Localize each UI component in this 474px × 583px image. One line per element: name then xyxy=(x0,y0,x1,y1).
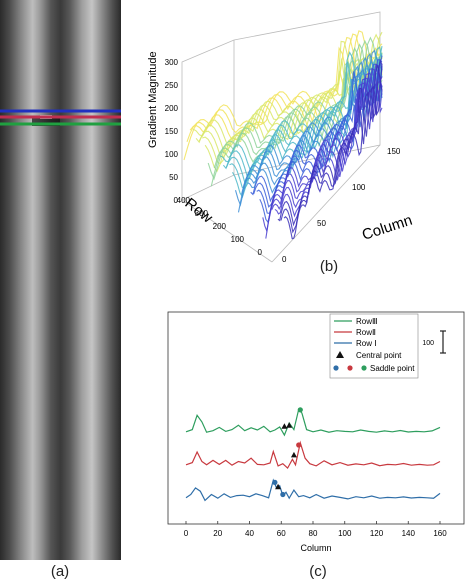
saddle-point xyxy=(280,491,286,498)
x-tick-label: 140 xyxy=(402,529,416,538)
panel-a-image xyxy=(0,0,121,560)
surface-band xyxy=(220,51,383,171)
x-tick-label: 120 xyxy=(370,529,384,538)
z-tick-label: 50 xyxy=(169,173,178,182)
surface-band xyxy=(271,77,383,210)
column-tick-label: 0 xyxy=(282,255,287,264)
line-chart: 0 20 40 60 80 100 120 140 160 Column 100 RowⅢ Ro… xyxy=(167,311,465,553)
saddle-points xyxy=(272,407,303,498)
column-tick-label: 50 xyxy=(317,219,326,228)
surface-band xyxy=(265,67,383,239)
surface-band xyxy=(186,33,383,142)
scale-bar-label: 100 xyxy=(422,340,434,347)
x-tick-label: 80 xyxy=(309,529,318,538)
column-tick-label: 100 xyxy=(352,183,366,192)
legend-row2-label: RowⅡ xyxy=(356,328,376,337)
saddle-point xyxy=(296,442,302,448)
x-tick-label: 20 xyxy=(213,529,222,538)
caption-a: (a) xyxy=(50,563,70,580)
x-tick-label: 40 xyxy=(245,529,254,538)
row-tick-label: 400 xyxy=(177,196,191,205)
central-points xyxy=(275,422,297,490)
legend-central-label: Central point xyxy=(356,351,402,360)
z-tick-label: 200 xyxy=(165,104,179,113)
saddle-point xyxy=(297,407,303,413)
x-axis-ticks: 0 20 40 60 80 100 120 140 160 xyxy=(184,521,447,538)
column-axis-label: Column xyxy=(360,212,414,244)
plot-area xyxy=(167,311,465,525)
legend: RowⅢ RowⅡ Row Ⅰ Central point Saddle poi… xyxy=(329,313,419,379)
surface-band xyxy=(247,65,383,194)
panel-a xyxy=(0,0,121,560)
z-tick-label: 100 xyxy=(165,150,179,159)
column-axis-ticks: 0 50 100 150 xyxy=(282,147,401,264)
row-tick-label: 300 xyxy=(195,209,209,218)
x-tick-label: 0 xyxy=(184,529,189,538)
central-point xyxy=(275,483,282,490)
row-tick-label: 100 xyxy=(231,235,245,244)
column-tick-label: 150 xyxy=(387,147,401,156)
surface-band xyxy=(250,55,383,203)
legend-saddle-red xyxy=(347,365,353,371)
defect-mark xyxy=(32,116,60,126)
legend-saddle-green xyxy=(361,365,367,371)
surface-band xyxy=(283,63,383,240)
series-line xyxy=(185,408,441,437)
row-tick-label: 0 xyxy=(258,248,263,257)
x-tick-label: 100 xyxy=(338,529,352,538)
series-line xyxy=(185,478,441,502)
caption-c: (c) xyxy=(309,563,327,580)
row-tick-label: 200 xyxy=(213,222,227,231)
surface-band xyxy=(274,82,383,218)
legend-box xyxy=(329,313,419,379)
legend-row1-label: Row Ⅰ xyxy=(356,339,377,348)
caption-b: (b) xyxy=(319,258,339,275)
z-tick-label: 0 xyxy=(174,196,179,205)
z-axis-ticks: 0 50 100 150 200 250 300 xyxy=(165,58,179,205)
z-tick-label: 150 xyxy=(165,127,179,136)
series-line xyxy=(185,440,441,470)
surface-band xyxy=(277,64,383,227)
surface-bands xyxy=(183,30,383,240)
x-tick-label: 60 xyxy=(277,529,286,538)
z-tick-label: 250 xyxy=(165,81,179,90)
surface-band xyxy=(259,59,383,224)
panel-b: 0 50 100 150 200 250 300 0 100 200 300 400 0 50 100 1… xyxy=(122,0,474,265)
surface-box xyxy=(181,11,381,263)
z-tick-label: 300 xyxy=(165,58,179,67)
strip-background xyxy=(0,0,121,560)
legend-central-marker xyxy=(336,351,344,358)
surface-3d-plot: 0 50 100 150 200 250 300 0 100 200 300 400 0 50 100 1… xyxy=(147,11,414,264)
saddle-point xyxy=(272,479,278,485)
legend-row3-label: RowⅢ xyxy=(356,317,378,326)
row-axis-ticks: 0 100 200 300 400 xyxy=(177,196,263,257)
series-lines xyxy=(185,408,441,502)
panel-c: 0 20 40 60 80 100 120 140 160 Column 100 RowⅢ Ro… xyxy=(128,300,474,558)
central-point xyxy=(286,422,293,428)
central-point xyxy=(290,451,297,458)
x-axis-label: Column xyxy=(300,543,331,553)
central-point xyxy=(281,423,288,429)
legend-saddle-label: Saddle point xyxy=(370,364,415,373)
z-axis-label: Gradient Magnitude xyxy=(147,51,159,148)
x-tick-label: 160 xyxy=(433,529,447,538)
legend-saddle-blue xyxy=(333,365,339,371)
